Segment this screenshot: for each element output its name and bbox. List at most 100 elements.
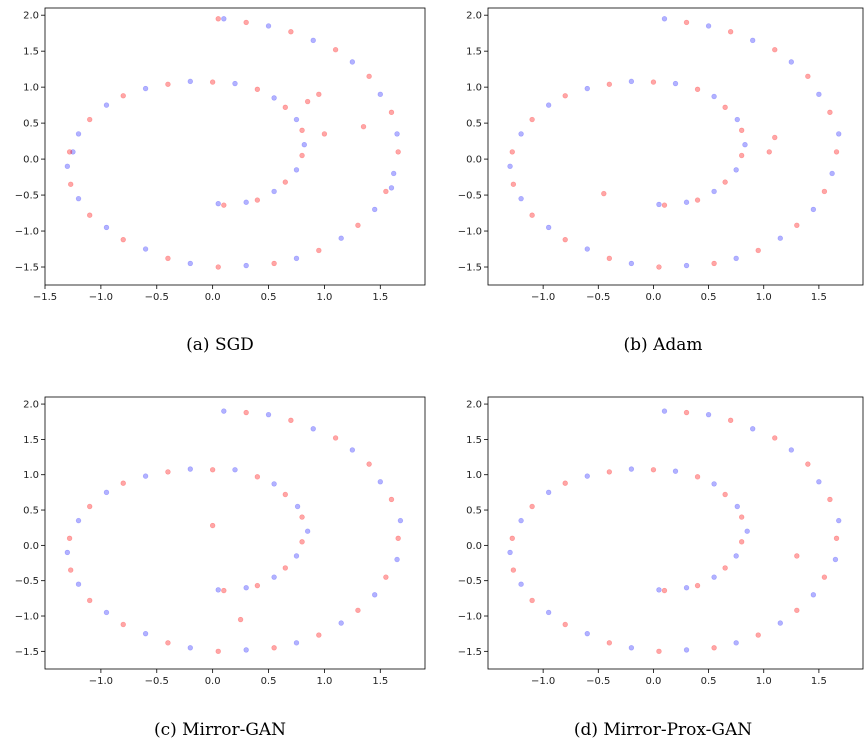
red-data-point [606, 81, 613, 87]
blue-data-point [705, 23, 712, 29]
red-data-point [254, 582, 261, 589]
red-data-point [120, 236, 126, 243]
blue-data-point [243, 262, 249, 269]
blue-data-point [816, 479, 822, 485]
red-data-point [366, 461, 372, 467]
blue-data-point [742, 142, 748, 148]
red-data-point [805, 461, 811, 467]
x-tick-label: 1.0 [316, 676, 332, 687]
red-data-point [237, 616, 244, 623]
y-tick-label: 2.0 [466, 11, 482, 22]
red-data-point [606, 469, 613, 475]
y-tick-label: −0.5 [458, 191, 482, 202]
blue-data-point [788, 59, 795, 65]
red-data-point [316, 91, 322, 98]
red-data-point [395, 149, 401, 155]
blue-data-point [672, 80, 679, 87]
blue-data-point [338, 235, 344, 241]
blue-data-point [777, 235, 783, 241]
red-data-point [388, 109, 395, 116]
red-data-point [215, 264, 221, 270]
y-tick-label: 1.5 [466, 47, 482, 58]
blue-data-point [507, 549, 513, 556]
blue-data-point [75, 131, 82, 137]
blue-data-point [397, 517, 404, 524]
red-data-point [165, 81, 171, 87]
axes-frame [487, 7, 864, 286]
blue-data-point [545, 224, 552, 231]
blue-data-point [545, 609, 552, 616]
blue-data-point [656, 587, 662, 593]
y-tick-label: 1.0 [23, 470, 39, 481]
blue-data-point [310, 426, 316, 432]
blue-data-point [810, 592, 817, 598]
x-tick-label: 1.0 [756, 292, 772, 303]
blue-data-point [265, 23, 272, 29]
red-data-point [271, 260, 277, 267]
axes-frame [487, 396, 864, 670]
x-tick-label: −0.5 [586, 292, 610, 303]
red-data-point [755, 247, 761, 254]
red-data-point [355, 607, 361, 614]
red-data-point [694, 197, 701, 203]
scatter-plot-adam: −1.0 −0.5 0.0 0.5 1.0 1.5 −1.5 −1.0 −0.5 0.0 0.5 1.… [458, 7, 864, 303]
y-tick-label: 1.0 [23, 83, 39, 94]
red-data-point [562, 93, 568, 99]
y-tick-label: 0.5 [23, 506, 39, 517]
red-data-point [282, 104, 288, 110]
blue-data-point [103, 489, 110, 496]
red-data-point [772, 435, 778, 441]
red-data-point [366, 73, 372, 80]
y-tick-label: 0.5 [23, 119, 39, 130]
red-data-point [165, 469, 171, 475]
chart-panel-mirror-prox-gan: −1.0 −0.5 0.0 0.5 1.0 1.5 −1.5 −1.0 −0.5 0.0 0.5 1.… [433, 384, 867, 751]
blue-data-point [142, 473, 149, 479]
red-data-point [165, 640, 171, 646]
blue-data-point [293, 640, 300, 646]
blue-data-point [64, 549, 71, 556]
caption-mirror-gan: (c) Mirror-GAN [153, 720, 287, 740]
blue-data-point [271, 95, 277, 101]
blue-data-point [232, 467, 238, 473]
blue-data-point [64, 163, 71, 169]
red-data-point [209, 467, 216, 473]
blue-data-point [816, 91, 822, 98]
red-data-point [606, 640, 613, 646]
red-data-point [299, 127, 305, 134]
axes-frame [44, 7, 426, 286]
red-data-point [821, 188, 828, 195]
blue-data-point [215, 200, 221, 207]
blue-data-point [683, 647, 690, 653]
red-data-point [722, 565, 728, 571]
red-data-point [332, 47, 339, 53]
blue-data-point [734, 116, 740, 123]
blue-data-point [683, 585, 690, 591]
blue-data-point [584, 473, 590, 479]
red-data-point [388, 496, 395, 503]
y-tick-label: 2.0 [23, 400, 39, 411]
red-data-point [215, 648, 221, 655]
x-tick-label: 0.5 [261, 676, 277, 687]
y-tick-label: 0.5 [466, 506, 482, 517]
caption-adam: (b) Adam [623, 335, 703, 355]
blue-data-point [584, 85, 590, 92]
chart-panel-adam: −1.0 −0.5 0.0 0.5 1.0 1.5 −1.5 −1.0 −0.5 0.0 0.5 1.… [433, 0, 867, 375]
red-data-point [656, 264, 662, 270]
x-tick-label: 1.5 [811, 676, 827, 687]
blue-data-point [507, 163, 513, 169]
blue-data-point [349, 59, 356, 65]
red-data-point [727, 417, 734, 424]
red-data-point [509, 149, 515, 155]
red-data-point [755, 632, 761, 638]
y-tick-label: 0.0 [466, 541, 482, 552]
red-data-point [321, 131, 328, 137]
blue-data-point [628, 466, 635, 472]
red-data-point [794, 553, 800, 559]
x-tick-label: −0.5 [145, 676, 169, 687]
red-data-point [316, 247, 322, 254]
red-data-point [165, 255, 171, 262]
blue-data-point [734, 503, 740, 510]
blue-data-point [628, 260, 635, 267]
blue-data-point [187, 466, 193, 472]
red-data-point [316, 632, 322, 638]
